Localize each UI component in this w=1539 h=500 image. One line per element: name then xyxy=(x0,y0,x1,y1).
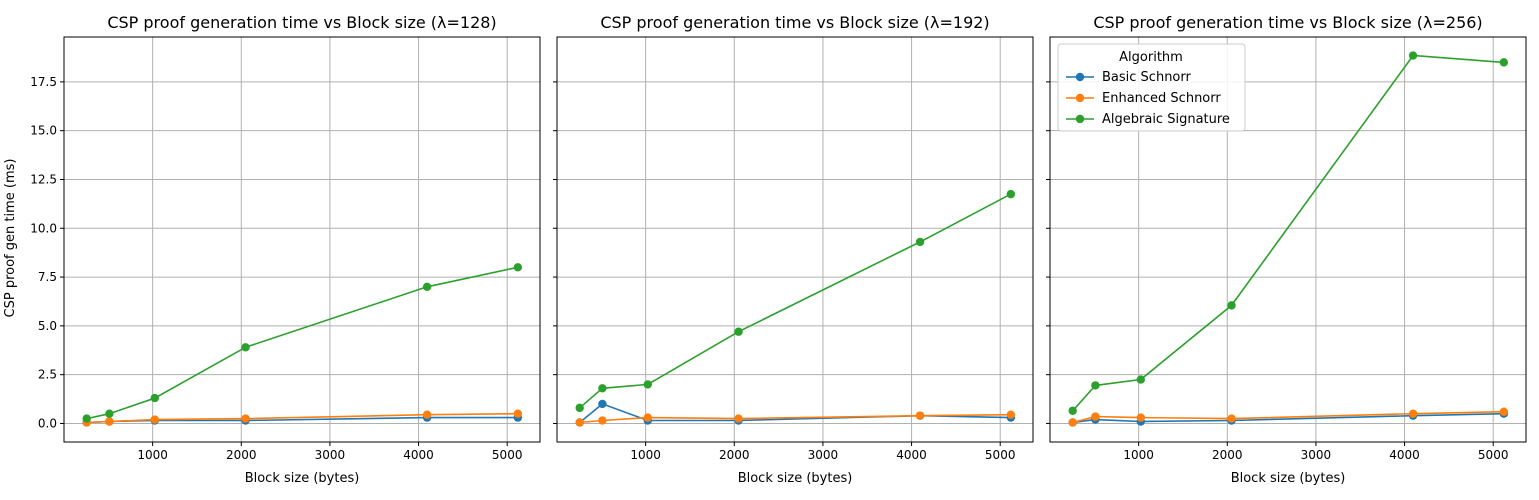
x-tick-label: 3000 xyxy=(315,448,346,462)
x-tick-label: 5000 xyxy=(492,448,523,462)
data-point-algebraic-signature xyxy=(422,282,432,292)
chart-title: CSP proof generation time vs Block size … xyxy=(107,13,496,32)
data-point-algebraic-signature xyxy=(598,384,607,393)
x-tick-label: 2000 xyxy=(226,448,257,462)
y-tick-label: 15.0 xyxy=(30,124,57,138)
series-line-algebraic-signature xyxy=(579,193,1012,409)
data-point-algebraic-signature xyxy=(1499,58,1509,67)
x-axis-label: Block size (bytes) xyxy=(738,471,853,486)
data-point-algebraic-signature xyxy=(1068,406,1077,415)
legend-swatch-marker xyxy=(1075,72,1085,82)
data-point-enhanced-schnorr xyxy=(105,417,114,426)
chart-panel-1: 1000 2000 3000 4000 5000 0.0 2.5 5.0 7.5 10.0 12.5… xyxy=(30,13,541,486)
data-point-algebraic-signature xyxy=(575,403,584,413)
legend-entry-label: Algebraic Signature xyxy=(1102,112,1230,127)
data-point-enhanced-schnorr xyxy=(734,414,743,423)
y-tick-label: 5.0 xyxy=(38,319,57,333)
data-point-algebraic-signature xyxy=(150,393,159,403)
data-point-enhanced-schnorr xyxy=(598,416,607,425)
chart-panel-3: 1000 2000 3000 4000 5000 CSP proof generation… xyxy=(1046,13,1527,486)
y-tick-label: 12.5 xyxy=(30,172,57,186)
legend-entry-label: Enhanced Schnorr xyxy=(1102,91,1221,106)
plot-frame xyxy=(1049,36,1527,443)
data-point-algebraic-signature xyxy=(241,343,250,352)
data-point-enhanced-schnorr xyxy=(1136,413,1145,422)
legend-entry-label: Basic Schnorr xyxy=(1102,70,1191,85)
y-axis-label: CSP proof gen time (ms) xyxy=(3,159,18,318)
data-point-enhanced-schnorr xyxy=(513,409,523,418)
data-point-algebraic-signature xyxy=(513,263,523,272)
x-tick-label: 2000 xyxy=(1212,448,1243,462)
data-point-algebraic-signature xyxy=(1091,381,1100,390)
legend-title: Algorithm xyxy=(1119,50,1183,65)
x-tick-label: 4000 xyxy=(896,448,927,462)
y-tick-label: 17.5 xyxy=(30,75,57,89)
x-tick-label: 1000 xyxy=(1123,448,1154,462)
plot-frame xyxy=(63,36,541,443)
x-tick-label: 2000 xyxy=(719,448,750,462)
x-tick-label: 5000 xyxy=(1478,448,1509,462)
x-tick-label: 3000 xyxy=(1301,448,1332,462)
data-point-algebraic-signature xyxy=(1408,51,1418,60)
legend: Algorithm Basic Schnorr Enhanced Schnorr Al… xyxy=(1057,43,1246,132)
data-point-enhanced-schnorr xyxy=(1091,412,1100,421)
legend-box xyxy=(1057,43,1246,132)
x-tick-label: 3000 xyxy=(808,448,839,462)
data-point-algebraic-signature xyxy=(734,327,743,336)
data-point-enhanced-schnorr xyxy=(915,411,925,420)
x-axis-label: Block size (bytes) xyxy=(245,471,360,486)
data-point-enhanced-schnorr xyxy=(150,415,159,424)
y-tick-label: 10.0 xyxy=(30,221,57,235)
y-tick-label: 7.5 xyxy=(38,270,57,284)
data-point-algebraic-signature xyxy=(105,409,114,418)
data-point-enhanced-schnorr xyxy=(1408,409,1418,418)
data-point-enhanced-schnorr xyxy=(1227,414,1236,423)
y-tick-label: 0.0 xyxy=(38,416,57,430)
chart-title: CSP proof generation time vs Block size … xyxy=(600,13,989,32)
data-point-algebraic-signature xyxy=(1136,375,1145,384)
data-point-enhanced-schnorr xyxy=(575,418,584,427)
data-point-enhanced-schnorr xyxy=(1006,410,1016,419)
x-axis-label: Block size (bytes) xyxy=(1231,471,1346,486)
data-point-algebraic-signature xyxy=(82,414,91,423)
data-point-algebraic-signature xyxy=(643,380,652,389)
data-point-algebraic-signature xyxy=(1006,189,1016,199)
data-point-enhanced-schnorr xyxy=(1068,418,1077,427)
data-point-algebraic-signature xyxy=(915,237,925,247)
data-point-algebraic-signature xyxy=(1227,301,1236,310)
data-point-enhanced-schnorr xyxy=(1499,407,1509,416)
data-point-enhanced-schnorr xyxy=(422,410,432,419)
x-tick-label: 1000 xyxy=(630,448,661,462)
chart-title: CSP proof generation time vs Block size … xyxy=(1093,13,1482,32)
plot-frame xyxy=(556,36,1034,443)
legend-swatch-marker xyxy=(1075,114,1085,124)
data-point-enhanced-schnorr xyxy=(643,413,652,422)
series-line-algebraic-signature xyxy=(1072,54,1504,412)
x-tick-label: 1000 xyxy=(137,448,168,462)
chart-panel-2: 1000 2000 3000 4000 5000 CSP proof generation… xyxy=(553,13,1034,486)
y-tick-label: 2.5 xyxy=(38,368,57,382)
data-point-basic-schnorr xyxy=(598,399,607,409)
x-tick-label: 4000 xyxy=(403,448,434,462)
data-point-enhanced-schnorr xyxy=(241,414,250,423)
x-tick-label: 5000 xyxy=(985,448,1016,462)
legend-swatch-marker xyxy=(1075,93,1085,103)
x-tick-label: 4000 xyxy=(1389,448,1420,462)
